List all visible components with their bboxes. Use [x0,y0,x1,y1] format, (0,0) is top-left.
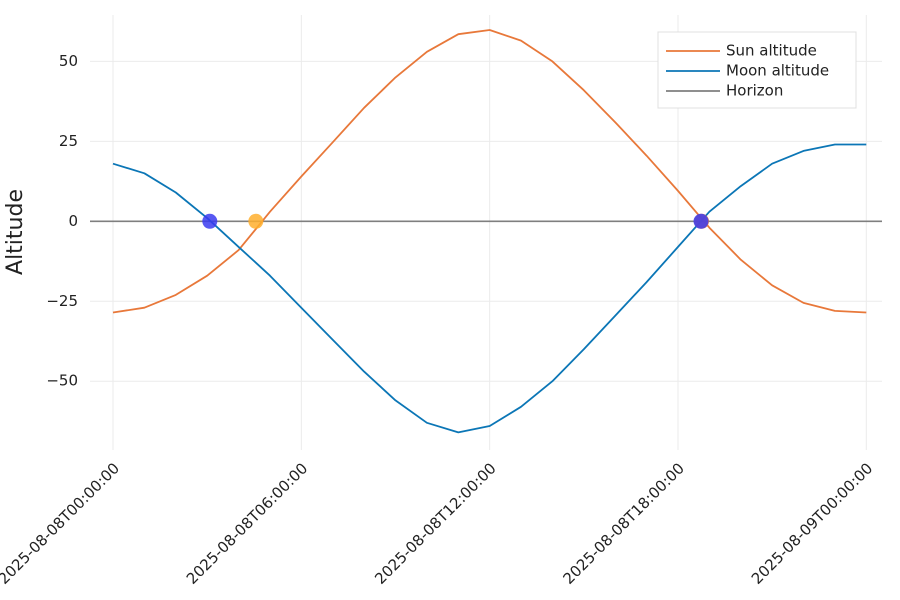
legend-box [657,31,857,109]
y-tick-label: 0 [68,212,78,230]
x-tick-label: 2025-08-08T00:00:00 [0,459,123,587]
x-tick-label: 2025-08-08T06:00:00 [183,459,311,587]
y-tick-label: −25 [46,292,78,310]
x-tick-label: 2025-08-08T12:00:00 [371,459,499,587]
x-tick-label: 2025-08-09T00:00:00 [748,459,876,587]
event-marker [248,213,264,229]
legend-label: Moon altitude [726,62,829,80]
legend-label: Horizon [726,82,783,100]
series-line [112,29,867,314]
event-marker [693,213,709,229]
event-marker [202,213,218,229]
y-tick-label: −50 [46,372,78,390]
y-axis-label: Altitude [3,189,28,275]
series-line [112,143,867,434]
legend-label: Sun altitude [726,42,817,60]
x-tick-label: 2025-08-08T18:00:00 [560,459,688,587]
y-tick-label: 50 [59,52,78,70]
y-tick-label: 25 [59,132,78,150]
